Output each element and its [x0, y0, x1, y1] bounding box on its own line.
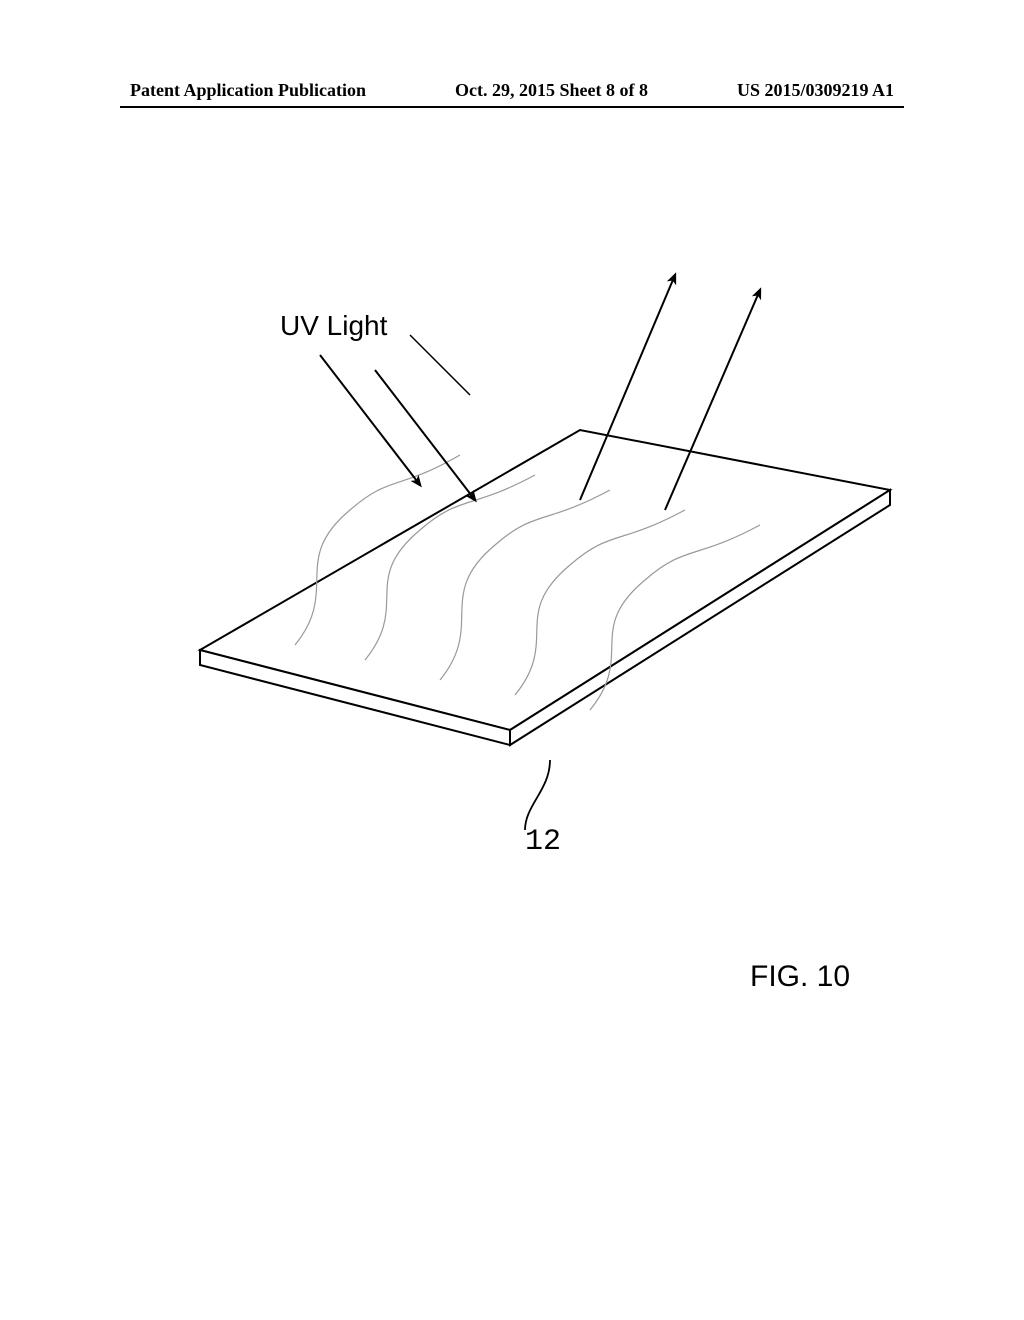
header-right: US 2015/0309219 A1 [737, 80, 894, 101]
figure-label: FIG. 10 [750, 960, 850, 994]
uv-light-label: UV Light [280, 310, 387, 342]
patent-figure [120, 200, 920, 900]
reference-number-12: 12 [525, 825, 561, 859]
header-center: Oct. 29, 2015 Sheet 8 of 8 [455, 80, 648, 101]
uv-light-arrows-in [320, 335, 475, 500]
reference-leader [525, 760, 550, 830]
header-divider [120, 106, 904, 108]
plate [200, 430, 890, 745]
header-left: Patent Application Publication [130, 80, 366, 101]
page-header: Patent Application Publication Oct. 29, … [0, 80, 1024, 101]
